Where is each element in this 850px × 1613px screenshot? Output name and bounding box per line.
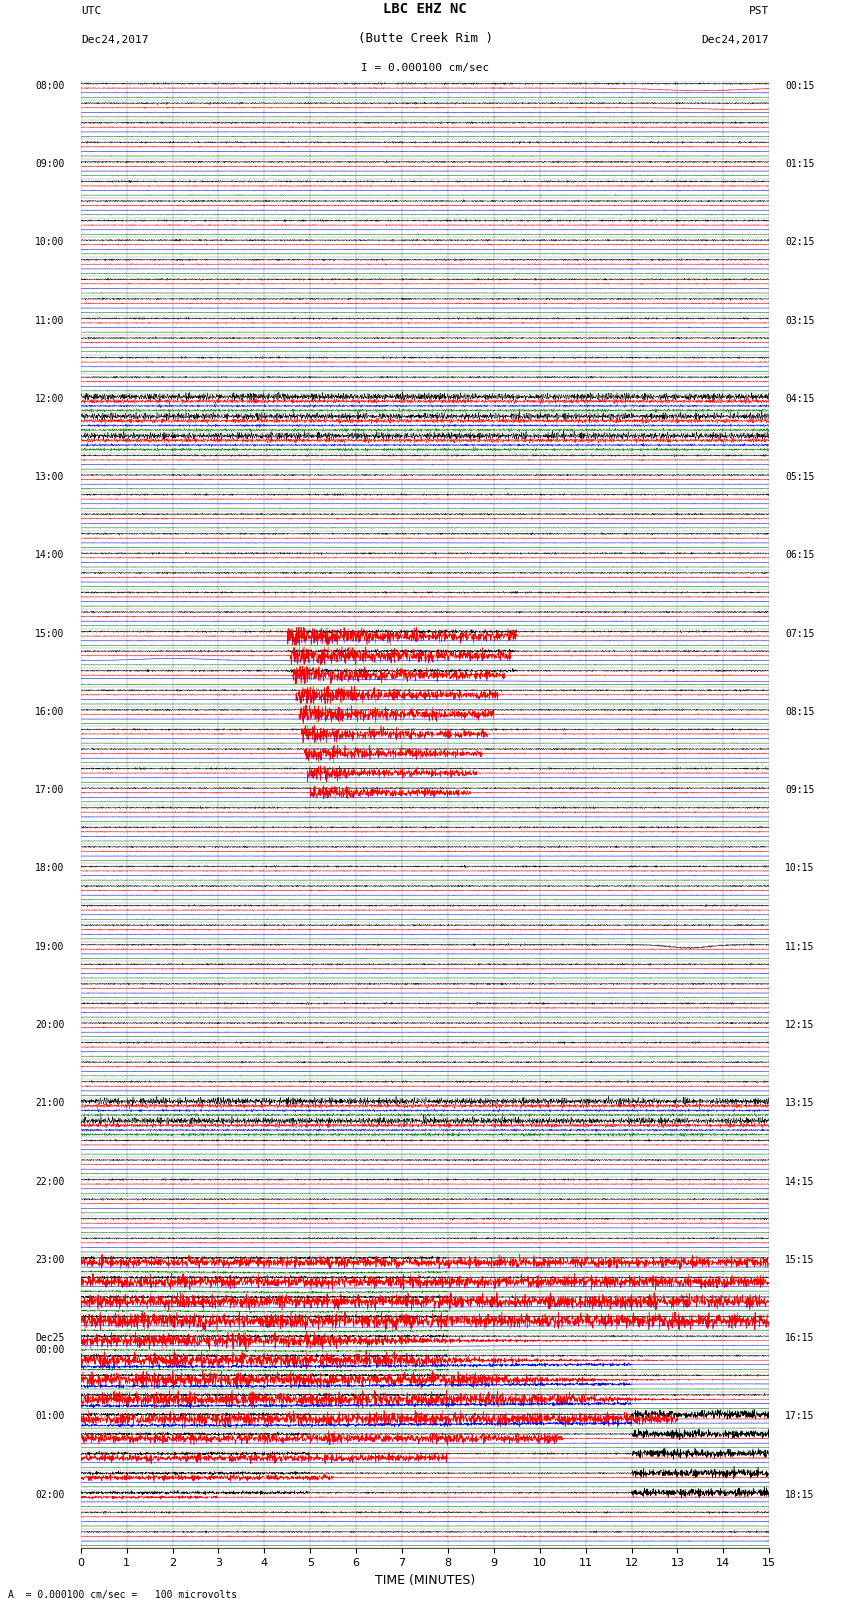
Text: 17:15: 17:15: [785, 1411, 814, 1421]
Text: 17:00: 17:00: [36, 786, 65, 795]
Text: 18:00: 18:00: [36, 863, 65, 874]
Text: 22:00: 22:00: [36, 1176, 65, 1187]
Text: 04:15: 04:15: [785, 394, 814, 403]
Text: 00:15: 00:15: [785, 81, 814, 90]
Text: 11:00: 11:00: [36, 316, 65, 326]
Text: 15:00: 15:00: [36, 629, 65, 639]
Text: Dec25
00:00: Dec25 00:00: [36, 1334, 65, 1355]
Text: 10:00: 10:00: [36, 237, 65, 247]
Text: 08:00: 08:00: [36, 81, 65, 90]
Text: Dec24,2017: Dec24,2017: [702, 35, 769, 45]
Text: A  = 0.000100 cm/sec =   100 microvolts: A = 0.000100 cm/sec = 100 microvolts: [8, 1590, 238, 1600]
Text: 13:15: 13:15: [785, 1098, 814, 1108]
Text: 12:00: 12:00: [36, 394, 65, 403]
Text: 12:15: 12:15: [785, 1019, 814, 1031]
Text: 09:00: 09:00: [36, 160, 65, 169]
Text: 16:15: 16:15: [785, 1334, 814, 1344]
Text: 16:00: 16:00: [36, 706, 65, 716]
Text: 10:15: 10:15: [785, 863, 814, 874]
Text: 06:15: 06:15: [785, 550, 814, 560]
Text: 08:15: 08:15: [785, 706, 814, 716]
Text: 11:15: 11:15: [785, 942, 814, 952]
Text: 13:00: 13:00: [36, 473, 65, 482]
Text: 01:00: 01:00: [36, 1411, 65, 1421]
Text: Dec24,2017: Dec24,2017: [81, 35, 148, 45]
Text: 21:00: 21:00: [36, 1098, 65, 1108]
Text: LBC EHZ NC: LBC EHZ NC: [383, 2, 467, 16]
Text: 15:15: 15:15: [785, 1255, 814, 1265]
Text: 14:00: 14:00: [36, 550, 65, 560]
Text: I = 0.000100 cm/sec: I = 0.000100 cm/sec: [361, 63, 489, 73]
Text: 18:15: 18:15: [785, 1490, 814, 1500]
Text: 03:15: 03:15: [785, 316, 814, 326]
Text: (Butte Creek Rim ): (Butte Creek Rim ): [358, 32, 492, 45]
Text: PST: PST: [749, 6, 769, 16]
Text: 23:00: 23:00: [36, 1255, 65, 1265]
Text: 02:15: 02:15: [785, 237, 814, 247]
Text: UTC: UTC: [81, 6, 101, 16]
Text: 05:15: 05:15: [785, 473, 814, 482]
Text: 01:15: 01:15: [785, 160, 814, 169]
Text: 07:15: 07:15: [785, 629, 814, 639]
Text: 14:15: 14:15: [785, 1176, 814, 1187]
Text: 09:15: 09:15: [785, 786, 814, 795]
X-axis label: TIME (MINUTES): TIME (MINUTES): [375, 1574, 475, 1587]
Text: 19:00: 19:00: [36, 942, 65, 952]
Text: 20:00: 20:00: [36, 1019, 65, 1031]
Text: 02:00: 02:00: [36, 1490, 65, 1500]
